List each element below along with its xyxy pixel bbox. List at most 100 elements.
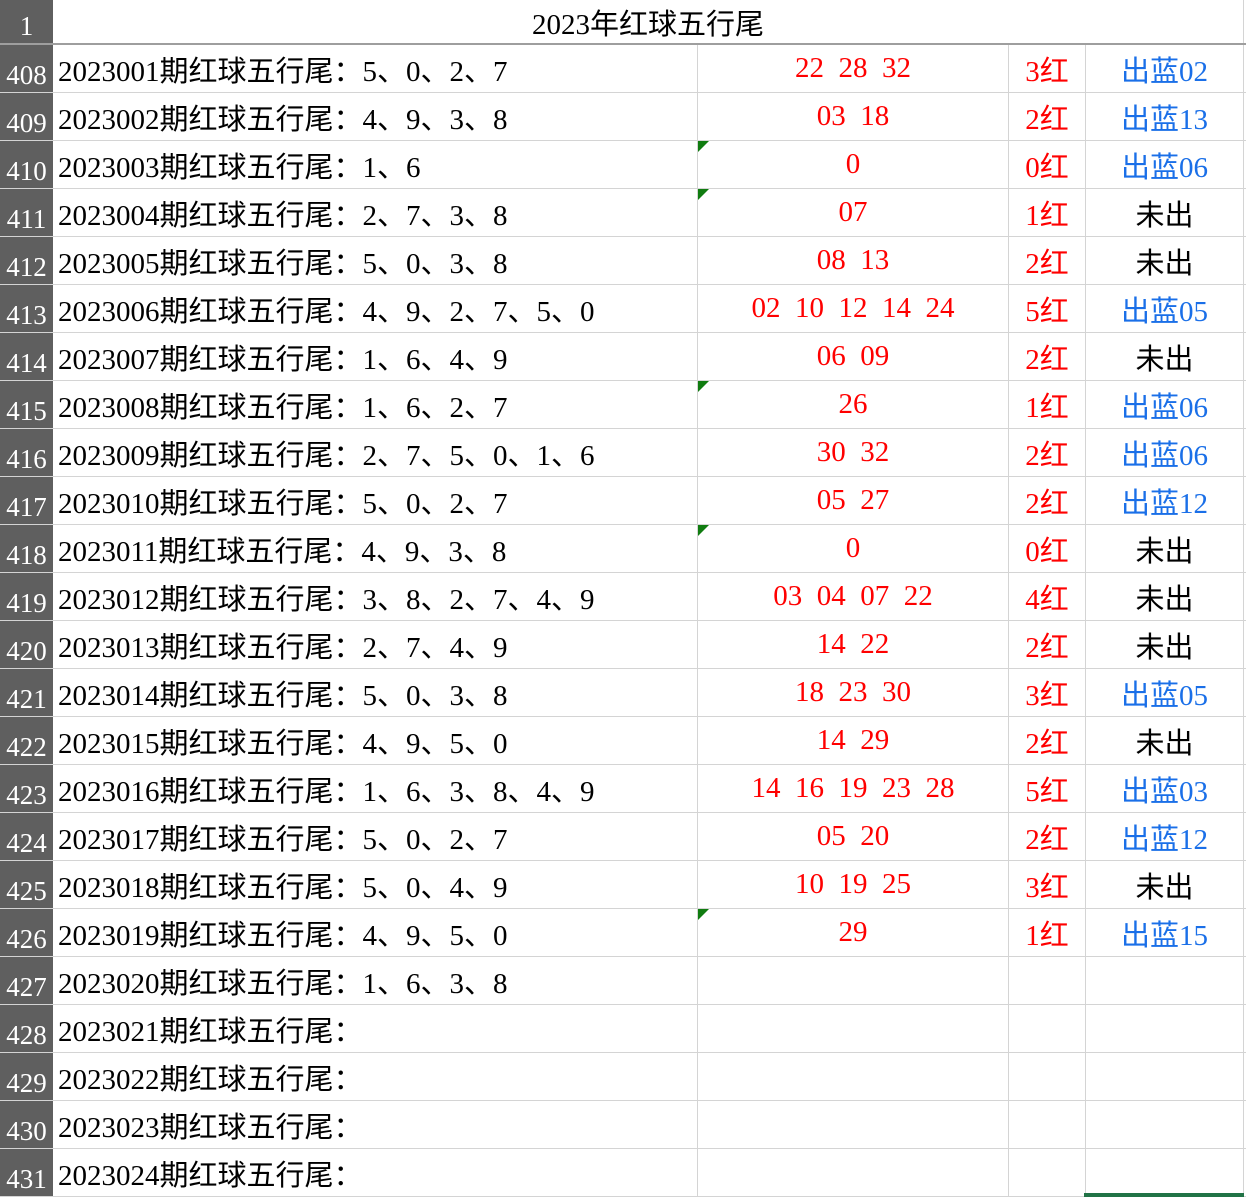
- row-header[interactable]: 413: [0, 285, 53, 333]
- row-header[interactable]: 422: [0, 717, 53, 765]
- red-count-cell[interactable]: 2红: [1009, 717, 1086, 764]
- blue-result-cell[interactable]: [1086, 1053, 1244, 1100]
- red-count-cell[interactable]: 0红: [1009, 141, 1086, 188]
- blue-result-cell[interactable]: 未出: [1086, 621, 1244, 668]
- row-header[interactable]: 424: [0, 813, 53, 861]
- red-numbers-cell[interactable]: 18 23 30: [698, 669, 1009, 716]
- blue-result-cell[interactable]: 出蓝02: [1086, 45, 1244, 92]
- row-header[interactable]: 426: [0, 909, 53, 957]
- draw-description-cell[interactable]: 2023004期红球五行尾：2、7、3、8: [53, 189, 698, 236]
- red-count-cell[interactable]: 5红: [1009, 285, 1086, 332]
- red-numbers-cell[interactable]: 14 29: [698, 717, 1009, 764]
- red-count-cell[interactable]: 3红: [1009, 669, 1086, 716]
- draw-description-cell[interactable]: 2023022期红球五行尾：: [53, 1053, 698, 1100]
- draw-description-cell[interactable]: 2023005期红球五行尾：5、0、3、8: [53, 237, 698, 284]
- red-count-cell[interactable]: 1红: [1009, 909, 1086, 956]
- draw-description-cell[interactable]: 2023013期红球五行尾：2、7、4、9: [53, 621, 698, 668]
- draw-description-cell[interactable]: 2023017期红球五行尾：5、0、2、7: [53, 813, 698, 860]
- row-header[interactable]: 416: [0, 429, 53, 477]
- draw-description-cell[interactable]: 2023003期红球五行尾：1、6: [53, 141, 698, 188]
- red-count-cell[interactable]: 1红: [1009, 189, 1086, 236]
- red-numbers-cell[interactable]: 05 20: [698, 813, 1009, 860]
- row-header[interactable]: 428: [0, 1005, 53, 1053]
- draw-description-cell[interactable]: 2023014期红球五行尾：5、0、3、8: [53, 669, 698, 716]
- red-numbers-cell[interactable]: 10 19 25: [698, 861, 1009, 908]
- red-count-cell[interactable]: 0红: [1009, 525, 1086, 572]
- red-count-cell[interactable]: 2红: [1009, 429, 1086, 476]
- blue-result-cell[interactable]: 未出: [1086, 717, 1244, 764]
- row-header[interactable]: 412: [0, 237, 53, 285]
- draw-description-cell[interactable]: 2023021期红球五行尾：: [53, 1005, 698, 1052]
- row-header[interactable]: 430: [0, 1101, 53, 1149]
- blue-result-cell[interactable]: 出蓝15: [1086, 909, 1244, 956]
- row-header[interactable]: 429: [0, 1053, 53, 1101]
- red-numbers-cell[interactable]: 22 28 32: [698, 45, 1009, 92]
- red-count-cell[interactable]: 3红: [1009, 861, 1086, 908]
- row-header[interactable]: 409: [0, 93, 53, 141]
- draw-description-cell[interactable]: 2023008期红球五行尾：1、6、2、7: [53, 381, 698, 428]
- red-count-cell[interactable]: [1009, 1101, 1086, 1148]
- blue-result-cell[interactable]: 未出: [1086, 861, 1244, 908]
- blue-result-cell[interactable]: 出蓝03: [1086, 765, 1244, 812]
- draw-description-cell[interactable]: 2023010期红球五行尾：5、0、2、7: [53, 477, 698, 524]
- draw-description-cell[interactable]: 2023001期红球五行尾：5、0、2、7: [53, 45, 698, 92]
- red-numbers-cell[interactable]: 02 10 12 14 24: [698, 285, 1009, 332]
- row-header[interactable]: 420: [0, 621, 53, 669]
- red-numbers-cell[interactable]: [698, 1149, 1009, 1196]
- red-numbers-cell[interactable]: 14 16 19 23 28: [698, 765, 1009, 812]
- red-count-cell[interactable]: 2红: [1009, 333, 1086, 380]
- draw-description-cell[interactable]: 2023019期红球五行尾：4、9、5、0: [53, 909, 698, 956]
- red-numbers-cell[interactable]: 08 13: [698, 237, 1009, 284]
- row-header[interactable]: 425: [0, 861, 53, 909]
- red-numbers-cell[interactable]: 14 22: [698, 621, 1009, 668]
- blue-result-cell[interactable]: 未出: [1086, 237, 1244, 284]
- blue-result-cell[interactable]: 未出: [1086, 189, 1244, 236]
- red-numbers-cell[interactable]: 0: [698, 141, 1009, 188]
- row-header[interactable]: 419: [0, 573, 53, 621]
- blue-result-cell[interactable]: [1086, 1005, 1244, 1052]
- draw-description-cell[interactable]: 2023023期红球五行尾：: [53, 1101, 698, 1148]
- red-count-cell[interactable]: [1009, 957, 1086, 1004]
- blue-result-cell[interactable]: 未出: [1086, 333, 1244, 380]
- row-header[interactable]: 417: [0, 477, 53, 525]
- blue-result-cell[interactable]: 出蓝05: [1086, 669, 1244, 716]
- draw-description-cell[interactable]: 2023012期红球五行尾：3、8、2、7、4、9: [53, 573, 698, 620]
- blue-result-cell[interactable]: 未出: [1086, 525, 1244, 572]
- draw-description-cell[interactable]: 2023015期红球五行尾：4、9、5、0: [53, 717, 698, 764]
- red-count-cell[interactable]: 2红: [1009, 477, 1086, 524]
- row-header[interactable]: 1: [0, 0, 53, 45]
- draw-description-cell[interactable]: 2023011期红球五行尾：4、9、3、8: [53, 525, 698, 572]
- blue-result-cell[interactable]: 出蓝06: [1086, 429, 1244, 476]
- draw-description-cell[interactable]: 2023024期红球五行尾：: [53, 1149, 698, 1196]
- red-numbers-cell[interactable]: 05 27: [698, 477, 1009, 524]
- blue-result-cell[interactable]: [1086, 1149, 1244, 1196]
- red-numbers-cell[interactable]: [698, 1005, 1009, 1052]
- red-numbers-cell[interactable]: [698, 1053, 1009, 1100]
- red-count-cell[interactable]: 2红: [1009, 621, 1086, 668]
- row-header[interactable]: 415: [0, 381, 53, 429]
- red-count-cell[interactable]: 2红: [1009, 813, 1086, 860]
- row-header[interactable]: 410: [0, 141, 53, 189]
- red-count-cell[interactable]: 4红: [1009, 573, 1086, 620]
- red-count-cell[interactable]: 1红: [1009, 381, 1086, 428]
- blue-result-cell[interactable]: 出蓝06: [1086, 141, 1244, 188]
- red-numbers-cell[interactable]: [698, 957, 1009, 1004]
- blue-result-cell[interactable]: 出蓝06: [1086, 381, 1244, 428]
- row-header[interactable]: 418: [0, 525, 53, 573]
- blue-result-cell[interactable]: 未出: [1086, 573, 1244, 620]
- blue-result-cell[interactable]: [1086, 957, 1244, 1004]
- red-count-cell[interactable]: 5红: [1009, 765, 1086, 812]
- red-numbers-cell[interactable]: [698, 1101, 1009, 1148]
- red-count-cell[interactable]: [1009, 1053, 1086, 1100]
- blue-result-cell[interactable]: 出蓝13: [1086, 93, 1244, 140]
- title-cell[interactable]: 2023年红球五行尾: [53, 0, 1244, 43]
- red-numbers-cell[interactable]: 29: [698, 909, 1009, 956]
- blue-result-cell[interactable]: [1086, 1101, 1244, 1148]
- draw-description-cell[interactable]: 2023006期红球五行尾：4、9、2、7、5、0: [53, 285, 698, 332]
- red-numbers-cell[interactable]: 07: [698, 189, 1009, 236]
- blue-result-cell[interactable]: 出蓝12: [1086, 477, 1244, 524]
- draw-description-cell[interactable]: 2023016期红球五行尾：1、6、3、8、4、9: [53, 765, 698, 812]
- red-numbers-cell[interactable]: 03 04 07 22: [698, 573, 1009, 620]
- red-count-cell[interactable]: 2红: [1009, 237, 1086, 284]
- red-numbers-cell[interactable]: 06 09: [698, 333, 1009, 380]
